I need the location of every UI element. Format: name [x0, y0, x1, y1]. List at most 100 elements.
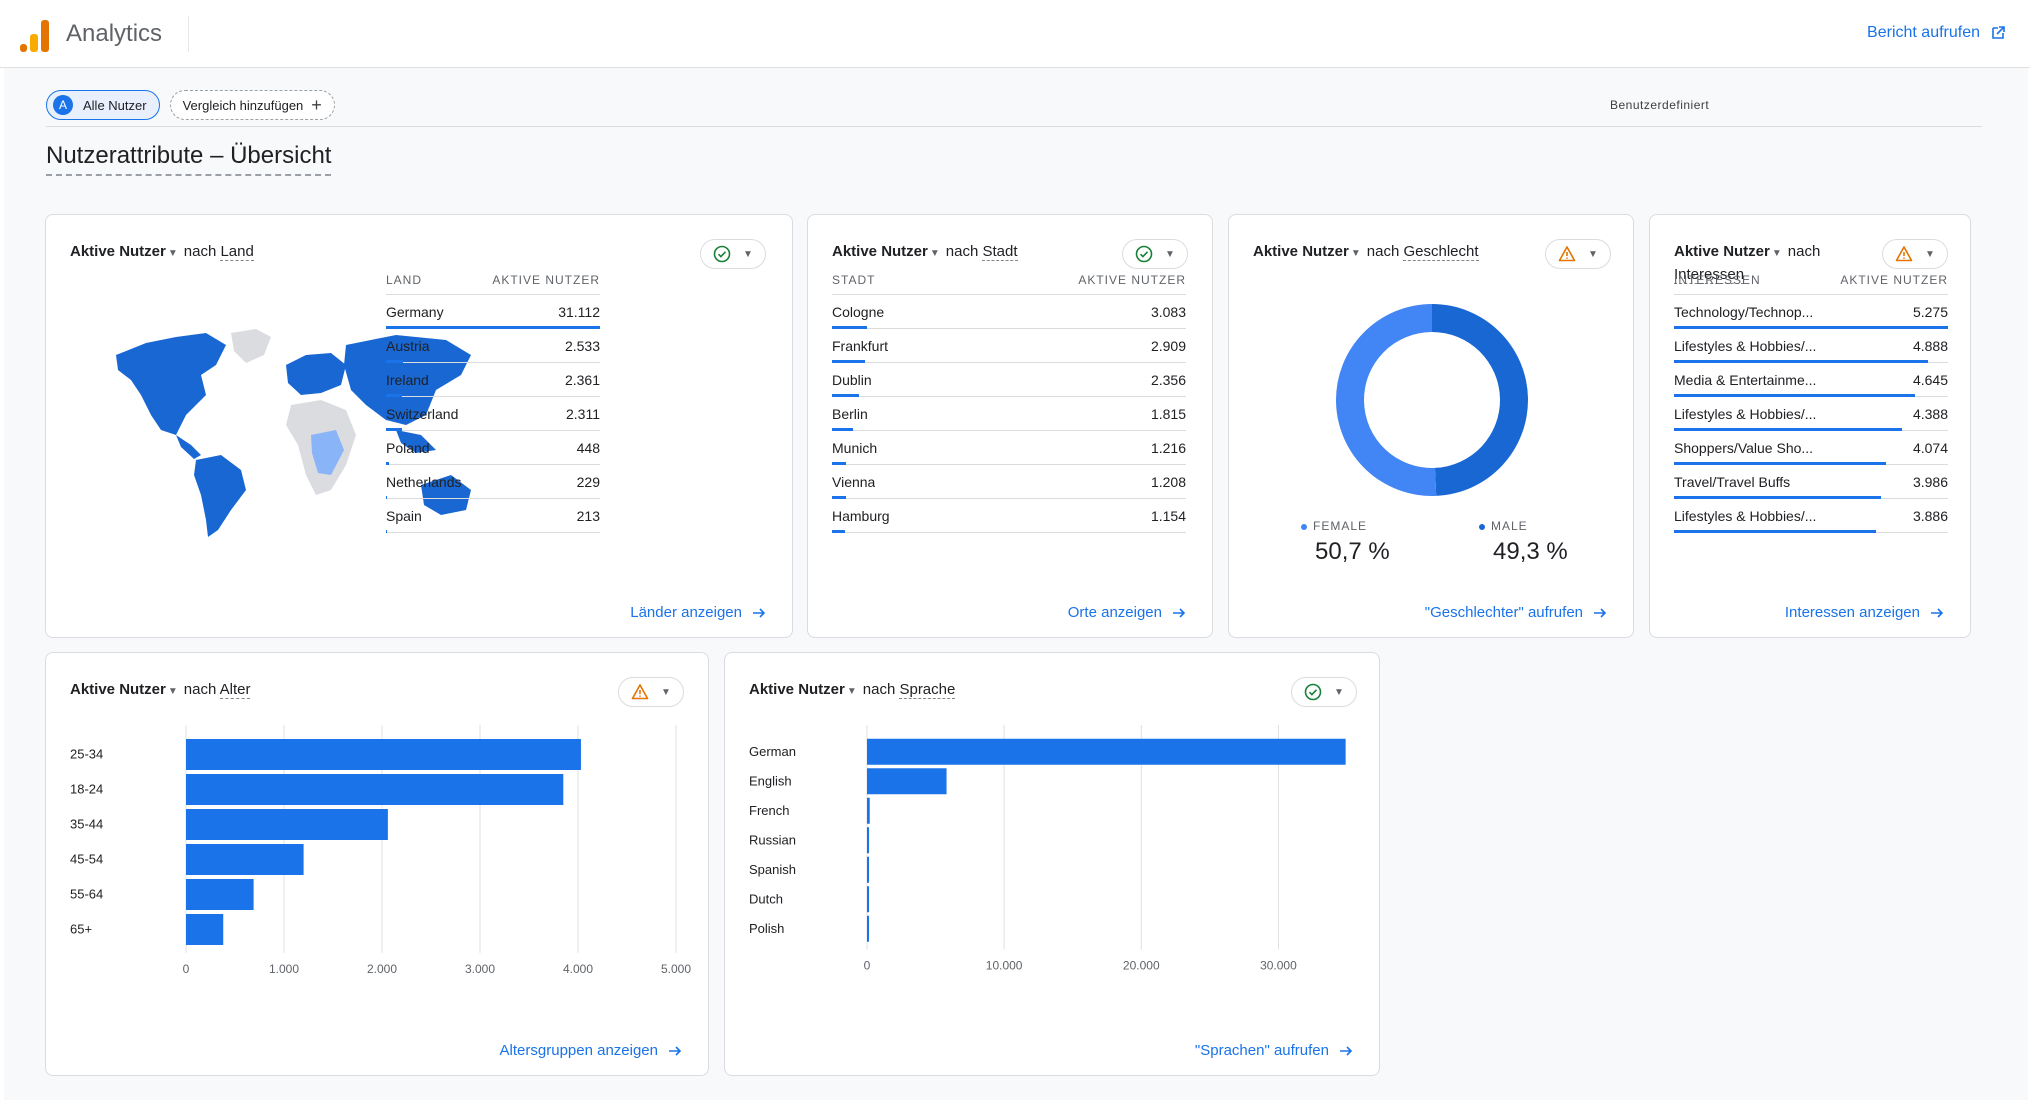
x-tick-label: 3.000 — [465, 962, 495, 976]
caret-down-icon[interactable]: ▼ — [846, 686, 857, 697]
table-row[interactable]: Spain 213 — [386, 499, 600, 533]
main-content: A Alle Nutzer Vergleich hinzufügen + Ben… — [4, 68, 2028, 1100]
bar-polish[interactable] — [867, 915, 869, 942]
all-users-chip[interactable]: A Alle Nutzer — [46, 90, 160, 120]
metric-selector[interactable]: Aktive Nutzer — [1253, 243, 1349, 260]
table-row[interactable]: Lifestyles & Hobbies/... 4.888 — [1674, 329, 1948, 363]
add-comparison-button[interactable]: Vergleich hinzufügen + — [169, 90, 335, 120]
category-label: 45-54 — [70, 852, 103, 867]
table-row[interactable]: Hamburg 1.154 — [832, 499, 1186, 533]
map-europe — [286, 353, 346, 395]
date-range-label[interactable]: Benutzerdefiniert — [1610, 98, 1710, 112]
caret-down-icon[interactable]: ▼ — [1771, 248, 1782, 259]
row-value-bar — [832, 496, 846, 499]
dimension-label[interactable]: Alter — [219, 681, 251, 699]
caret-down-icon[interactable]: ▼ — [929, 248, 940, 259]
metric-selector[interactable]: Aktive Nutzer — [832, 243, 928, 260]
row-value: 31.112 — [558, 303, 600, 320]
view-report-link[interactable]: Bericht aufrufen — [1867, 24, 2006, 42]
row-value-bar — [386, 462, 389, 465]
view-genders-link[interactable]: "Geschlechter" aufrufen — [1425, 604, 1607, 621]
status-pill[interactable]: ▼ — [700, 239, 766, 269]
dimension-label[interactable]: Stadt — [982, 243, 1018, 261]
table-row[interactable]: Netherlands 229 — [386, 465, 600, 499]
table-row[interactable]: Frankfurt 2.909 — [832, 329, 1186, 363]
table-row[interactable]: Poland 448 — [386, 431, 600, 465]
donut-slice-male[interactable] — [1432, 304, 1529, 496]
bar-french[interactable] — [867, 797, 870, 824]
status-pill[interactable]: ▼ — [1291, 677, 1357, 707]
table-row[interactable]: Shoppers/Value Sho... 4.074 — [1674, 431, 1948, 465]
table-row[interactable]: Dublin 2.356 — [832, 363, 1186, 397]
column-header[interactable]: AKTIVE NUTZER — [1078, 273, 1186, 287]
table-row[interactable]: Lifestyles & Hobbies/... 4.388 — [1674, 397, 1948, 431]
dimension-label[interactable]: Sprache — [899, 681, 956, 699]
column-header[interactable]: LAND — [386, 273, 423, 287]
link-label: "Sprachen" aufrufen — [1194, 1042, 1329, 1059]
table-row[interactable]: Vienna 1.208 — [832, 465, 1186, 499]
metric-selector[interactable]: Aktive Nutzer — [70, 681, 166, 698]
row-label: Austria — [386, 337, 430, 354]
column-header[interactable]: AKTIVE NUTZER — [1840, 273, 1948, 287]
status-pill[interactable]: ▼ — [618, 677, 684, 707]
status-pill[interactable]: ▼ — [1882, 239, 1948, 269]
row-value: 2.356 — [1150, 371, 1186, 388]
table-row[interactable]: Berlin 1.815 — [832, 397, 1186, 431]
row-value-bar — [1674, 428, 1902, 431]
donut-slice-female[interactable] — [1336, 304, 1437, 496]
table-row[interactable]: Media & Entertainme... 4.645 — [1674, 363, 1948, 397]
metric-selector[interactable]: Aktive Nutzer — [749, 681, 845, 698]
bar-65+[interactable] — [186, 914, 224, 945]
column-header[interactable]: AKTIVE NUTZER — [492, 273, 600, 287]
dimension-label[interactable]: Interessen — [1674, 266, 1745, 284]
table-row[interactable]: Munich 1.216 — [832, 431, 1186, 465]
status-pill[interactable]: ▼ — [1122, 239, 1188, 269]
bar-dutch[interactable] — [867, 886, 869, 913]
metric-selector[interactable]: Aktive Nutzer — [1674, 243, 1770, 260]
view-languages-link[interactable]: "Sprachen" aufrufen — [1195, 1042, 1353, 1059]
category-label: 35-44 — [70, 817, 103, 832]
bar-english[interactable] — [867, 768, 947, 795]
caret-down-icon[interactable]: ▼ — [167, 686, 178, 697]
link-label: Altersgruppen anzeigen — [499, 1042, 658, 1059]
table-row[interactable]: Lifestyles & Hobbies/... 3.886 — [1674, 499, 1948, 533]
table-header: LAND AKTIVE NUTZER — [386, 273, 600, 295]
bar-35-44[interactable] — [186, 809, 388, 840]
table-row[interactable]: Technology/Technop... 5.275 — [1674, 295, 1948, 329]
caret-down-icon[interactable]: ▼ — [167, 248, 178, 259]
bar-55-64[interactable] — [186, 879, 254, 910]
age-bar-chart[interactable]: 0 1.000 2.000 3.000 4.000 5.000 25-34 18-24 35-4… — [56, 717, 696, 987]
view-cities-link[interactable]: Orte anzeigen — [1068, 604, 1186, 621]
language-bar-chart[interactable]: 0 10.000 20.000 30.000 German English French Ru… — [735, 717, 1365, 987]
status-pill[interactable]: ▼ — [1545, 239, 1611, 269]
table-row[interactable]: Germany 31.112 — [386, 295, 600, 329]
bar-45-54[interactable] — [186, 844, 304, 875]
view-countries-link[interactable]: Länder anzeigen — [630, 604, 766, 621]
view-age-groups-link[interactable]: Altersgruppen anzeigen — [500, 1042, 682, 1059]
column-header[interactable]: STADT — [832, 273, 876, 287]
table-row[interactable]: Travel/Travel Buffs 3.986 — [1674, 465, 1948, 499]
table-row[interactable]: Ireland 2.361 — [386, 363, 600, 397]
view-interests-link[interactable]: Interessen anzeigen — [1785, 604, 1944, 621]
dimension-label[interactable]: Geschlecht — [1403, 243, 1479, 261]
world-map[interactable] — [106, 325, 486, 545]
column-header[interactable]: INTERESSEN — [1674, 273, 1761, 287]
bar-spanish[interactable] — [867, 856, 869, 883]
bar-german[interactable] — [867, 738, 1346, 765]
dimension-label[interactable]: Land — [220, 243, 254, 261]
bar-18-24[interactable] — [186, 774, 564, 805]
table-row[interactable]: Switzerland 2.311 — [386, 397, 600, 431]
bar-25-34[interactable] — [186, 739, 581, 770]
bar-russian[interactable] — [867, 827, 870, 854]
metric-selector[interactable]: Aktive Nutzer — [70, 243, 166, 260]
caret-down-icon[interactable]: ▼ — [1350, 248, 1361, 259]
arrow-right-icon — [1931, 607, 1944, 618]
analytics-logo-icon[interactable] — [20, 18, 50, 52]
row-value: 213 — [576, 507, 600, 524]
table-row[interactable]: Austria 2.533 — [386, 329, 600, 363]
table-row[interactable]: Cologne 3.083 — [832, 295, 1186, 329]
legend-male: MALE — [1479, 519, 1528, 533]
gender-donut-chart[interactable] — [1332, 300, 1532, 500]
warning-icon — [1895, 246, 1913, 262]
title-connector: nach — [183, 681, 217, 698]
